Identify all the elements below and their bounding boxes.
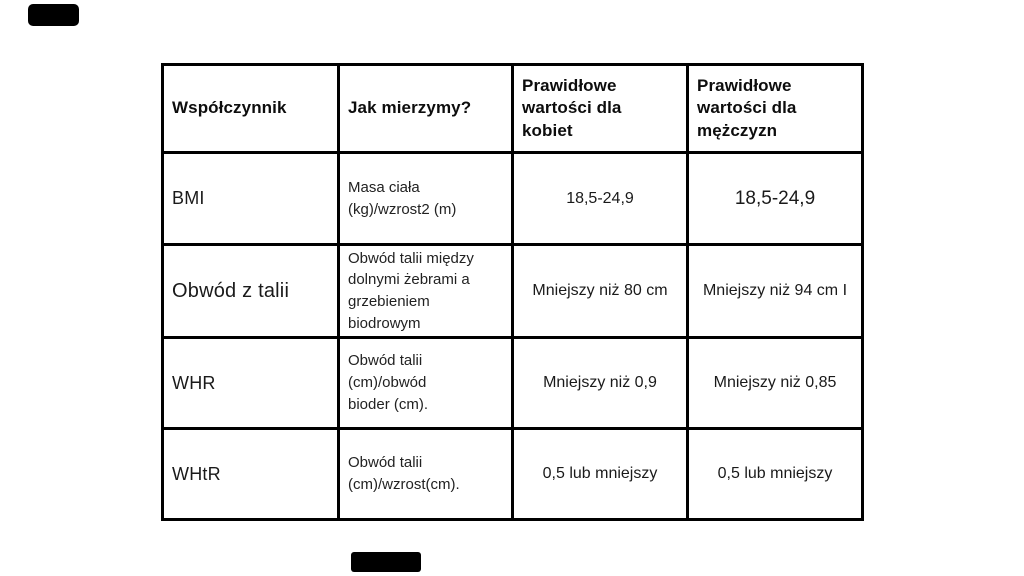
cell-women-value: 0,5 lub mniejszy [511,427,689,521]
measurements-table: Współczynnik Jak mierzymy? Prawidłowe wa… [161,63,864,521]
table-row-whr: WHR Obwód talii (cm)/obwód bioder (cm). … [161,336,864,430]
cell-men-value: 18,5-24,9 [686,151,864,246]
bottom-center-black-mark [351,552,421,572]
cell-coefficient: WHtR [161,427,340,521]
cell-men-value: Mniejszy niż 94 cm I [686,243,864,339]
cell-method: Masa ciała (kg)/wzrost2 (m) [337,151,514,246]
header-cell-measurement: Jak mierzymy? [337,63,514,154]
cell-men-value: 0,5 lub mniejszy [686,427,864,521]
table-header-row: Współczynnik Jak mierzymy? Prawidłowe wa… [161,63,864,154]
table-row-whtr: WHtR Obwód talii (cm)/wzrost(cm). 0,5 lu… [161,427,864,521]
cell-method: Obwód talii między dolnymi żebrami a grz… [337,243,514,339]
cell-coefficient: BMI [161,151,340,246]
cell-women-value: 18,5-24,9 [511,151,689,246]
top-left-black-mark [28,4,79,26]
cell-coefficient: WHR [161,336,340,430]
cell-method: Obwód talii (cm)/wzrost(cm). [337,427,514,521]
cell-method: Obwód talii (cm)/obwód bioder (cm). [337,336,514,430]
header-cell-women: Prawidłowe wartości dla kobiet [511,63,689,154]
table-row-waist: Obwód z talii Obwód talii między dolnymi… [161,243,864,339]
header-cell-men: Prawidłowe wartości dla mężczyzn [686,63,864,154]
cell-women-value: Mniejszy niż 0,9 [511,336,689,430]
cell-coefficient: Obwód z talii [161,243,340,339]
cell-women-value: Mniejszy niż 80 cm [511,243,689,339]
cell-men-value: Mniejszy niż 0,85 [686,336,864,430]
header-cell-coefficient: Współczynnik [161,63,340,154]
table-row-bmi: BMI Masa ciała (kg)/wzrost2 (m) 18,5-24,… [161,151,864,246]
